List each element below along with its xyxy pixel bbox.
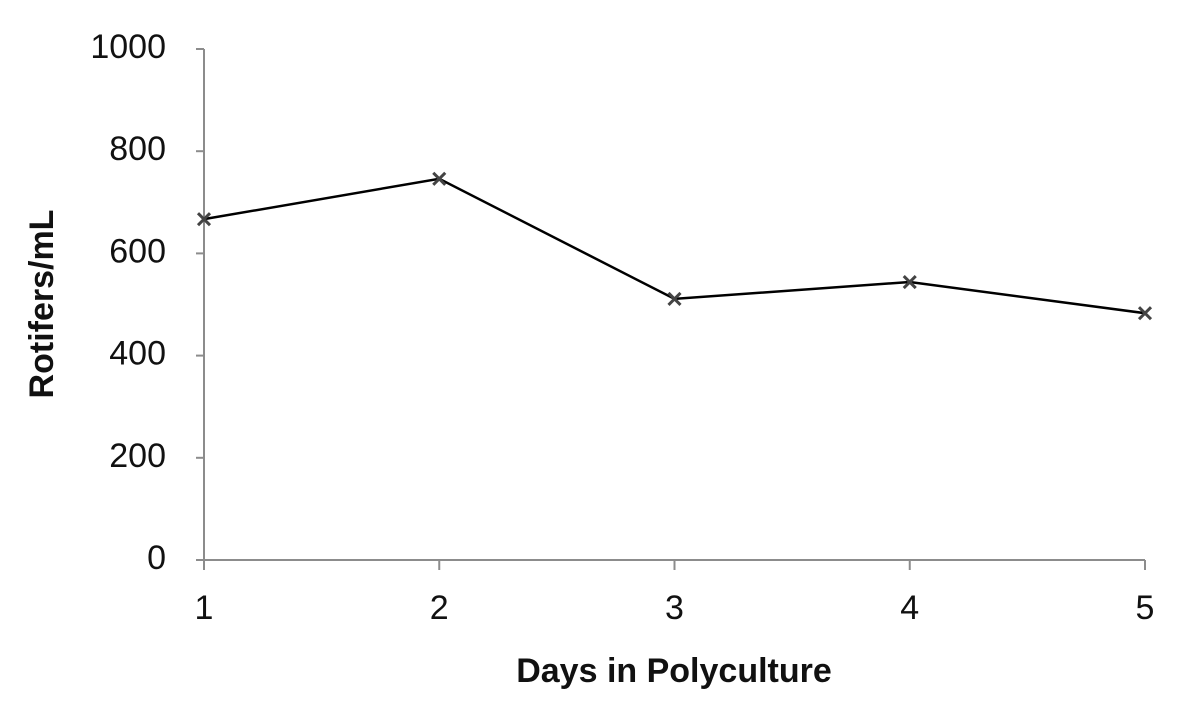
marker: [902, 274, 917, 290]
marker: [196, 212, 212, 227]
y-tick-label: 800: [109, 130, 166, 168]
y-tick-label: 200: [109, 437, 166, 475]
marker: [667, 291, 682, 306]
x-tick-label: 4: [900, 589, 919, 627]
x-tick-label: 1: [195, 589, 214, 627]
x-tick-label: 3: [665, 589, 684, 627]
line: [203, 177, 1146, 315]
x-tick-label: 2: [430, 589, 449, 627]
y-tick-label: 0: [147, 539, 166, 577]
marker: [1137, 306, 1153, 321]
y-tick-label: 1000: [90, 28, 166, 66]
x-axis-title: Days in Polyculture: [516, 652, 832, 690]
marker: [432, 171, 447, 186]
y-tick-label: 400: [109, 335, 166, 373]
y-tick-label: 600: [109, 232, 166, 270]
x-tick-label: 5: [1136, 589, 1155, 627]
y-axis-title: Rotifers/mL: [23, 210, 61, 399]
